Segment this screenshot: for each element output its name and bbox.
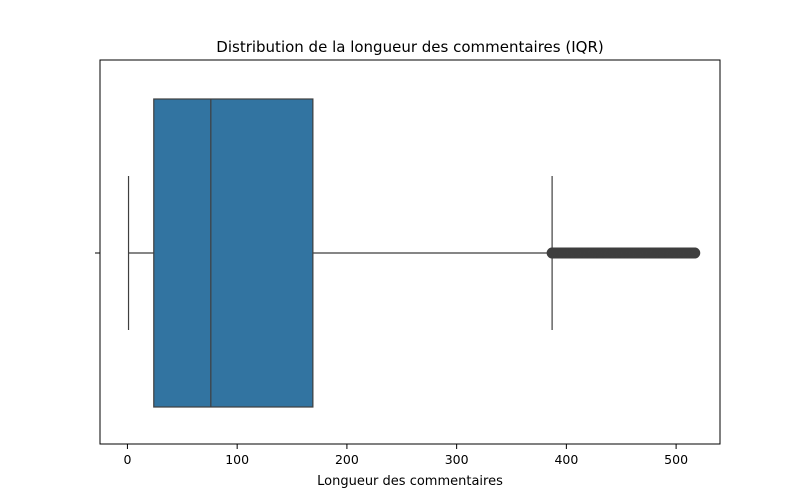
x-tick-label: 500 <box>664 452 688 467</box>
x-tick-label: 400 <box>554 452 578 467</box>
x-tick-label: 200 <box>335 452 359 467</box>
iqr-box <box>153 98 314 408</box>
box-plot <box>127 98 701 408</box>
outliers <box>546 247 701 259</box>
x-tick-label: 100 <box>225 452 249 467</box>
outlier-point <box>689 247 701 259</box>
x-axis-label: Longueur des commentaires <box>317 474 503 489</box>
plot-area-frame <box>99 59 721 445</box>
x-tick-label: 300 <box>445 452 469 467</box>
x-axis: 0 100 200 300 400 500 <box>123 444 688 467</box>
x-tick-label: 0 <box>123 452 131 467</box>
chart-title: Distribution de la longueur des commenta… <box>216 38 603 56</box>
